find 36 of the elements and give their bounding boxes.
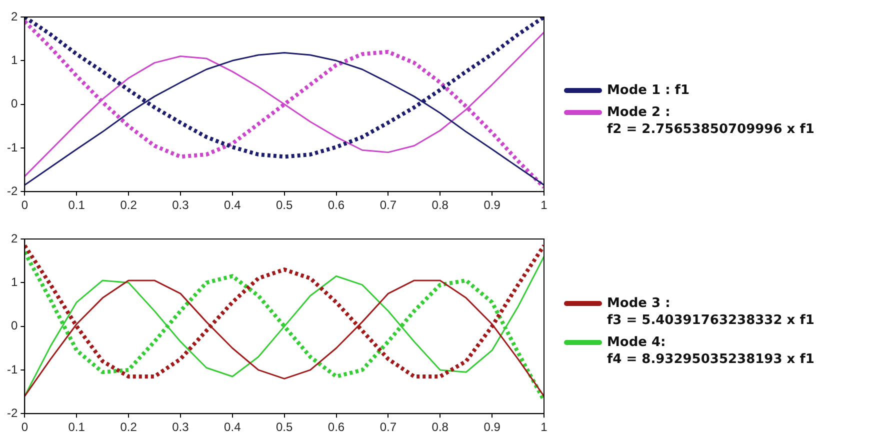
x-tick-label: 0.2 — [120, 420, 138, 434]
x-tick-label: 0.9 — [484, 198, 501, 212]
x-tick-label: 0.3 — [172, 198, 190, 212]
x-tick-label: 0 — [21, 198, 28, 212]
y-tick-label: -1 — [7, 140, 18, 154]
y-tick-label: -2 — [7, 184, 18, 198]
x-tick-label: 0.4 — [224, 198, 242, 212]
legend-label: Mode 4: f4 = 8.93295035238193 x f1 — [607, 334, 814, 368]
y-tick-label: 0 — [10, 318, 18, 333]
x-tick-label: 1 — [540, 198, 548, 212]
legend-label: Mode 1 : f1 — [607, 82, 690, 98]
y-tick-label: 2 — [10, 9, 18, 24]
x-tick-label: 0.6 — [328, 198, 345, 212]
x-tick-label: 0.1 — [68, 420, 86, 434]
x-tick-label: 0.3 — [172, 420, 190, 434]
x-tick-label: 0.1 — [68, 198, 86, 212]
x-tick-label: 0.5 — [276, 198, 293, 212]
x-tick-label: 0.8 — [432, 198, 449, 212]
y-tick-label: -2 — [7, 406, 18, 420]
legend-label: Mode 3 : f3 = 5.40391763238332 x f1 — [607, 295, 814, 329]
x-tick-label: 0.7 — [380, 198, 397, 212]
x-tick-label: 1 — [540, 420, 548, 434]
x-tick-label: 0.5 — [276, 420, 293, 434]
y-tick-label: 1 — [10, 274, 18, 289]
x-tick-label: 0.9 — [484, 420, 501, 434]
x-tick-label: 0.4 — [224, 420, 242, 434]
y-tick-label: 1 — [10, 52, 18, 67]
y-tick-label: 2 — [10, 231, 18, 246]
x-tick-label: 0.2 — [120, 198, 138, 212]
x-tick-label: 0.7 — [380, 420, 397, 434]
x-tick-label: 0.8 — [432, 420, 449, 434]
x-tick-label: 0.6 — [328, 420, 345, 434]
y-tick-label: 0 — [10, 96, 18, 111]
y-tick-label: -1 — [7, 362, 18, 376]
legend-label: Mode 2 : f2 = 2.75653850709996 x f1 — [607, 104, 814, 138]
x-tick-label: 0 — [21, 420, 28, 434]
